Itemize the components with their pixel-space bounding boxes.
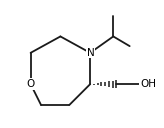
Text: O: O — [26, 79, 35, 89]
Text: OH: OH — [140, 79, 156, 89]
Text: N: N — [87, 48, 95, 58]
